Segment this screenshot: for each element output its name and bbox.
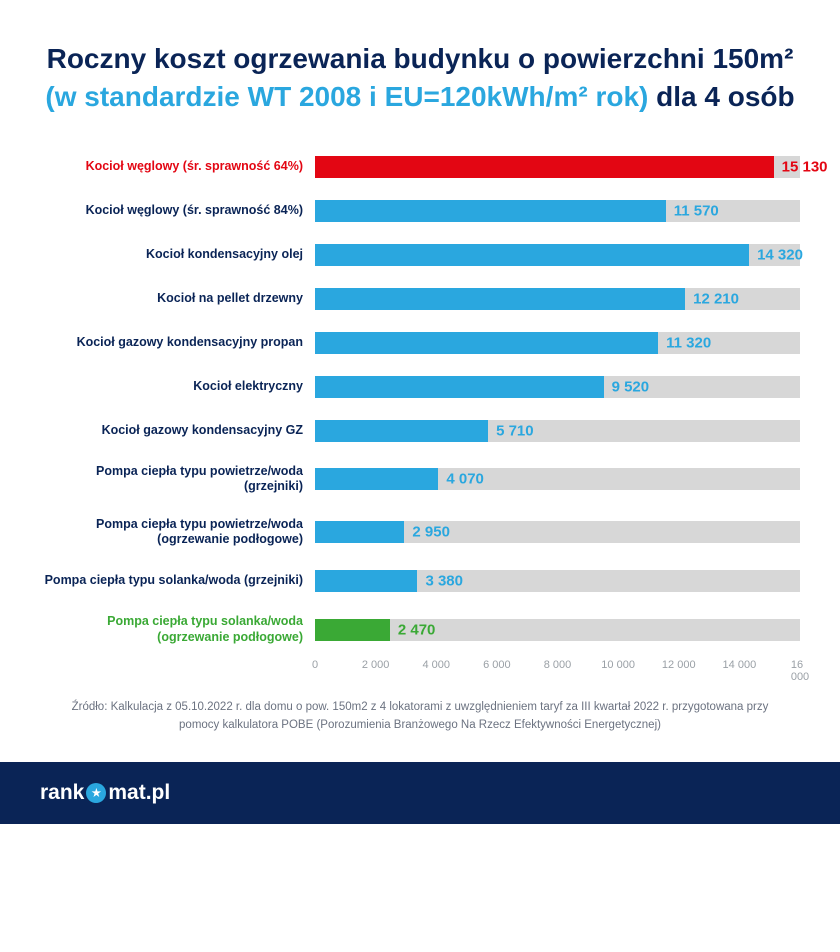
bar-label: Kocioł kondensacyjny olej: [40, 247, 315, 263]
x-tick: 8 000: [544, 659, 572, 671]
bar-label: Pompa ciepła typu solanka/woda (ogrzewan…: [40, 614, 315, 645]
bar-track: 11 320: [315, 332, 800, 354]
bar-label: Kocioł gazowy kondensacyjny GZ: [40, 423, 315, 439]
bar-wrap: 2 470: [315, 619, 800, 641]
bar-track: 11 570: [315, 200, 800, 222]
bar-fill: [315, 570, 417, 592]
x-tick: 14 000: [723, 659, 757, 671]
bar-row: Pompa ciepła typu solanka/woda (grzejnik…: [40, 570, 800, 592]
bar-label: Kocioł elektryczny: [40, 379, 315, 395]
bar-wrap: 11 320: [315, 332, 800, 354]
bar-row: Pompa ciepła typu powietrze/woda (grzejn…: [40, 464, 800, 495]
x-tick: 2 000: [362, 659, 390, 671]
bar-value: 14 320: [757, 246, 803, 263]
bar-fill: [315, 468, 438, 490]
bar-fill: [315, 376, 604, 398]
chart-title: Roczny koszt ogrzewania budynku o powier…: [40, 40, 800, 116]
bar-wrap: 12 210: [315, 288, 800, 310]
x-tick: 10 000: [601, 659, 635, 671]
bar-track: 5 710: [315, 420, 800, 442]
brand-pre: rank: [40, 781, 84, 805]
bar-fill: [315, 521, 404, 543]
bar-row: Kocioł węglowy (śr. sprawność 64%)15 130: [40, 156, 800, 178]
chart-container: Roczny koszt ogrzewania budynku o powier…: [0, 0, 840, 762]
bar-value: 11 320: [666, 334, 711, 351]
x-tick: 6 000: [483, 659, 511, 671]
bar-value: 15 130: [782, 158, 828, 175]
x-axis: 02 0004 0006 0008 00010 00012 00014 0001…: [315, 659, 800, 675]
bar-row: Kocioł kondensacyjny olej 14 320: [40, 244, 800, 266]
bar-value: 11 570: [674, 202, 719, 219]
bar-fill: [315, 619, 390, 641]
bar-fill: [315, 288, 685, 310]
bar-fill: [315, 420, 488, 442]
bar-label: Kocioł na pellet drzewny: [40, 291, 315, 307]
bar-track: 15 130: [315, 156, 800, 178]
bar-track: 14 320: [315, 244, 800, 266]
bar-label: Pompa ciepła typu powietrze/woda (grzejn…: [40, 464, 315, 495]
bar-fill: [315, 244, 749, 266]
bar-track: 3 380: [315, 570, 800, 592]
bar-wrap: 3 380: [315, 570, 800, 592]
bar-value: 12 210: [693, 290, 739, 307]
bar-fill: [315, 200, 666, 222]
footer: rank mat.pl: [0, 762, 840, 824]
bar-value: 2 470: [398, 621, 436, 638]
bar-row: Pompa ciepła typu powietrze/woda (ogrzew…: [40, 517, 800, 548]
bar-value: 2 950: [412, 524, 450, 541]
bar-value: 9 520: [612, 378, 650, 395]
bar-label: Kocioł węglowy (śr. sprawność 64%): [40, 159, 315, 175]
bar-wrap: 15 130: [315, 156, 800, 178]
bar-chart: Kocioł węglowy (śr. sprawność 64%)15 130…: [40, 156, 800, 646]
bar-label: Pompa ciepła typu powietrze/woda (ogrzew…: [40, 517, 315, 548]
bar-row: Kocioł gazowy kondensacyjny propan 11 320: [40, 332, 800, 354]
bar-value: 3 380: [425, 573, 463, 590]
x-tick: 4 000: [422, 659, 450, 671]
bar-row: Kocioł elektryczny 9 520: [40, 376, 800, 398]
x-tick: 0: [312, 659, 318, 671]
bar-wrap: 11 570: [315, 200, 800, 222]
bar-row: Kocioł węglowy (śr. sprawność 84%) 11 570: [40, 200, 800, 222]
x-tick: 12 000: [662, 659, 696, 671]
bar-fill: [315, 332, 658, 354]
bar-wrap: 2 950: [315, 521, 800, 543]
bar-value: 4 070: [446, 471, 484, 488]
bar-wrap: 4 070: [315, 468, 800, 490]
bar-track: 2 950: [315, 521, 800, 543]
brand-post: mat.pl: [108, 781, 170, 805]
bar-wrap: 14 320: [315, 244, 800, 266]
bar-label: Pompa ciepła typu solanka/woda (grzejnik…: [40, 573, 315, 589]
bar-label: Kocioł gazowy kondensacyjny propan: [40, 335, 315, 351]
source-note: Źródło: Kalkulacja z 05.10.2022 r. dla d…: [40, 699, 800, 762]
bar-row: Kocioł gazowy kondensacyjny GZ 5 710: [40, 420, 800, 442]
bar-track: 4 070: [315, 468, 800, 490]
bar-track: 9 520: [315, 376, 800, 398]
bar-wrap: 5 710: [315, 420, 800, 442]
bar-label: Kocioł węglowy (śr. sprawność 84%): [40, 203, 315, 219]
bar-row: Pompa ciepła typu solanka/woda (ogrzewan…: [40, 614, 800, 645]
bar-track: 12 210: [315, 288, 800, 310]
bar-row: Kocioł na pellet drzewny 12 210: [40, 288, 800, 310]
bar-track: 2 470: [315, 619, 800, 641]
title-accent: (w standardzie WT 2008 i EU=120kWh/m² ro…: [45, 81, 648, 112]
bar-fill: [315, 156, 774, 178]
title-part2: dla 4 osób: [648, 81, 794, 112]
bar-value: 5 710: [496, 422, 534, 439]
star-icon: [86, 783, 106, 803]
x-tick: 16 000: [791, 659, 809, 683]
title-part1: Roczny koszt ogrzewania budynku o powier…: [47, 43, 794, 74]
brand-logo: rank mat.pl: [40, 781, 170, 805]
bar-wrap: 9 520: [315, 376, 800, 398]
